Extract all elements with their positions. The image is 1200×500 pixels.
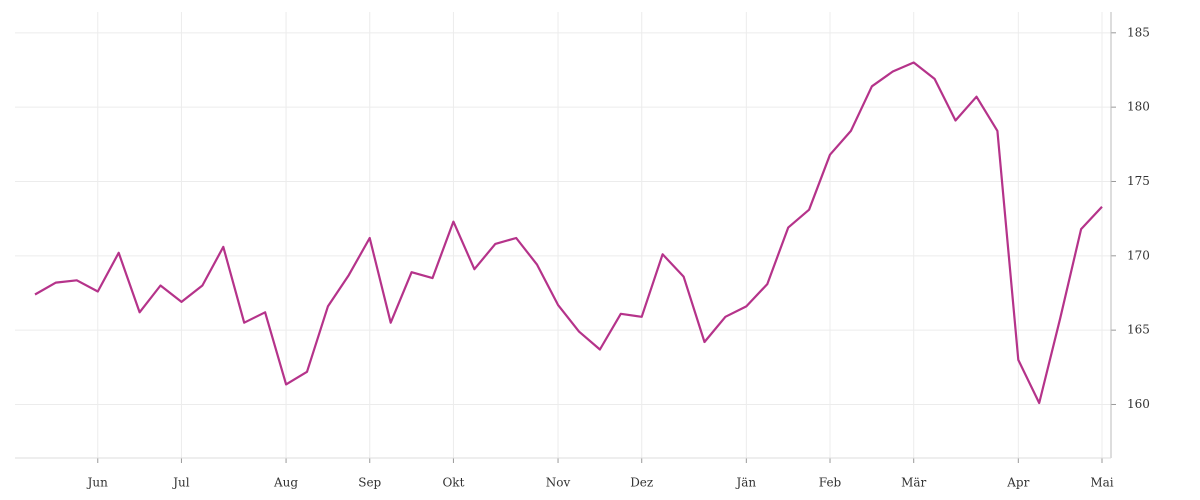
x-tick-label: Aug [273, 476, 298, 490]
data-line [34, 61, 1103, 405]
x-tick-label: Mär [901, 476, 926, 490]
x-tick-label: Sep [358, 476, 381, 490]
x-tick-label: Apr [1006, 476, 1029, 490]
x-tick-label: Mai [1090, 476, 1113, 490]
x-tick-label: Jän [734, 476, 756, 490]
y-tick-label: 180 [1127, 100, 1150, 114]
x-tick-label: Jun [86, 476, 109, 490]
y-tick-label: 185 [1127, 25, 1150, 39]
y-tick-label: 160 [1127, 397, 1150, 411]
y-tick-label: 175 [1127, 174, 1150, 188]
x-tick-label: Nov [546, 476, 571, 490]
x-tick-label: Dez [630, 476, 653, 490]
x-tick-label: Jul [171, 476, 190, 490]
y-tick-label: 170 [1127, 248, 1150, 262]
y-tick-label: 165 [1127, 323, 1150, 337]
x-tick-label: Feb [819, 476, 842, 490]
x-tick-label: Okt [442, 476, 464, 490]
